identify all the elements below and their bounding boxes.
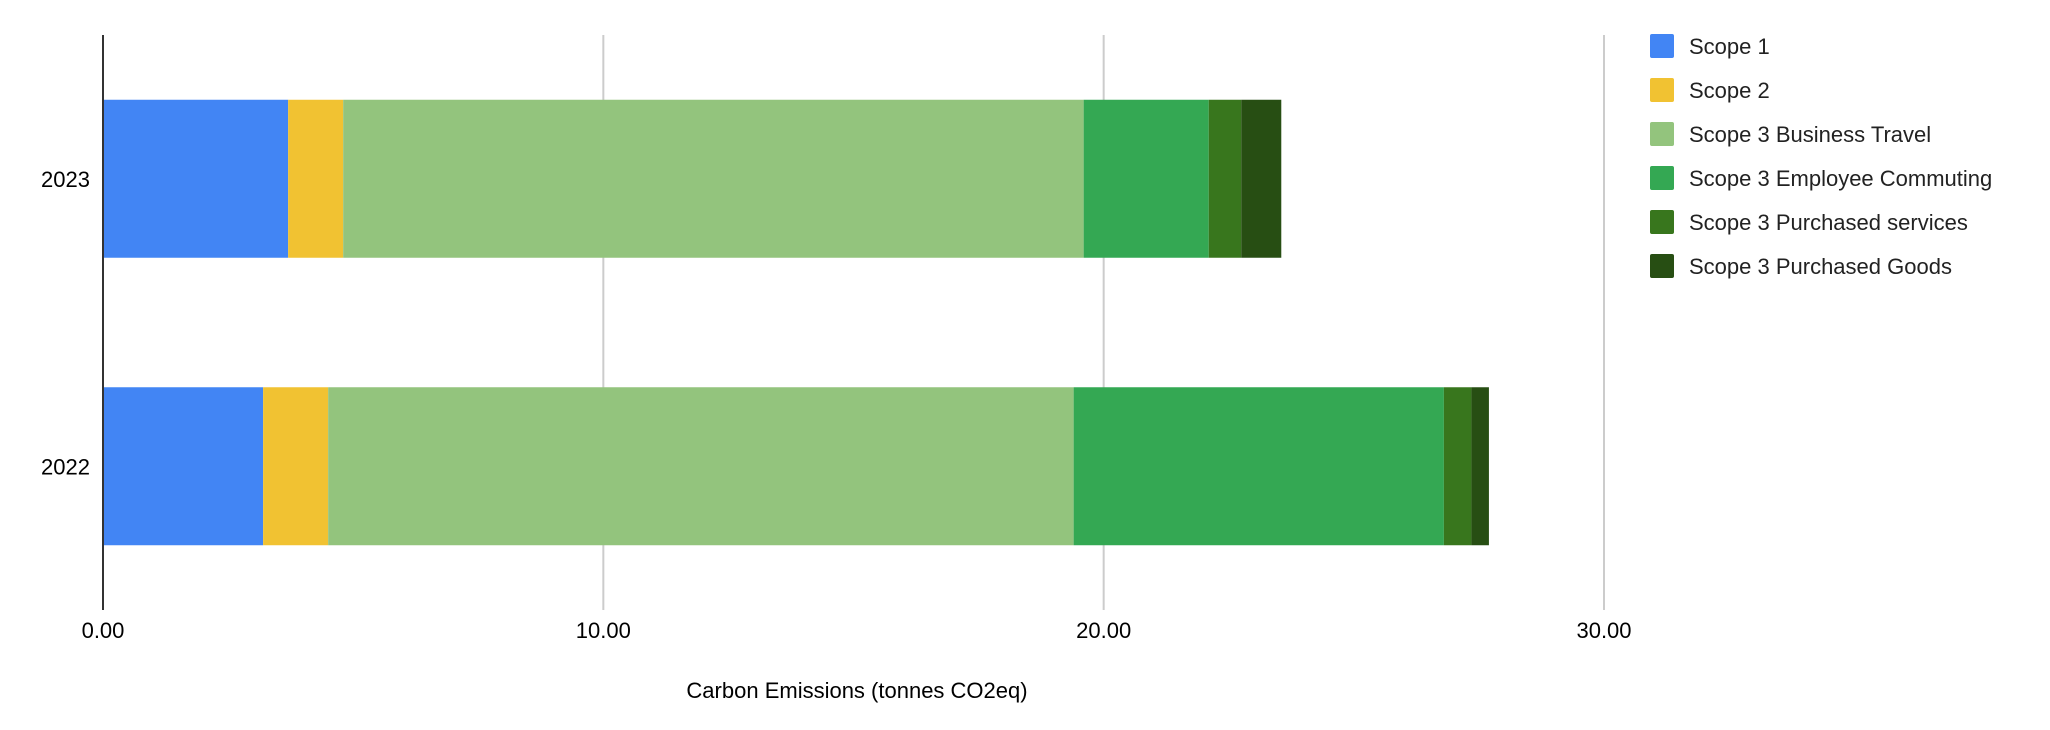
legend-swatch (1650, 78, 1674, 102)
legend-label: Scope 3 Business Travel (1689, 122, 1931, 147)
bar-segment (1083, 99, 1209, 258)
bar-segment (1443, 387, 1472, 546)
bar-segment (343, 99, 1084, 258)
legend-item: Scope 1 (1650, 34, 1770, 59)
y-category-label: 2022 (41, 454, 90, 479)
bar-segment (1471, 387, 1489, 546)
bar-segment (1208, 99, 1242, 258)
x-axis-title: Carbon Emissions (tonnes CO2eq) (686, 678, 1027, 703)
legend-swatch (1650, 34, 1674, 58)
legend-item: Scope 3 Purchased services (1650, 210, 1968, 235)
bar-segment (263, 387, 329, 546)
bar-segment (288, 99, 344, 258)
x-tick-label: 0.00 (82, 618, 125, 643)
legend-swatch (1650, 122, 1674, 146)
bar-segment (1073, 387, 1444, 546)
bar-stacks (103, 99, 1489, 546)
legend-item: Scope 3 Purchased Goods (1650, 254, 1952, 279)
bar-segment (103, 99, 289, 258)
y-category-label: 2023 (41, 167, 90, 192)
legend-item: Scope 2 (1650, 78, 1770, 103)
bar-segment (103, 387, 264, 546)
legend-label: Scope 3 Employee Commuting (1689, 166, 1992, 191)
bar-stack-2023 (103, 99, 1282, 258)
legend-label: Scope 3 Purchased Goods (1689, 254, 1952, 279)
bar-segment (328, 387, 1074, 546)
legend-swatch (1650, 166, 1674, 190)
legend-item: Scope 3 Employee Commuting (1650, 166, 1992, 191)
x-tick-label: 20.00 (1076, 618, 1131, 643)
x-tick-label: 30.00 (1576, 618, 1631, 643)
legend-label: Scope 3 Purchased services (1689, 210, 1968, 235)
legend: Scope 1 Scope 2 Scope 3 Business Travel Sco… (1650, 34, 1992, 279)
y-axis-category-labels: 2023 2022 (41, 167, 90, 480)
legend-item: Scope 3 Business Travel (1650, 122, 1931, 147)
bar-stack-2022 (103, 387, 1489, 546)
legend-swatch (1650, 254, 1674, 278)
x-tick-label: 10.00 (576, 618, 631, 643)
legend-swatch (1650, 210, 1674, 234)
legend-label: Scope 1 (1689, 34, 1770, 59)
bar-segment (1241, 99, 1282, 258)
legend-label: Scope 2 (1689, 78, 1770, 103)
x-axis-tick-labels: 0.00 10.00 20.00 30.00 (82, 618, 1632, 643)
